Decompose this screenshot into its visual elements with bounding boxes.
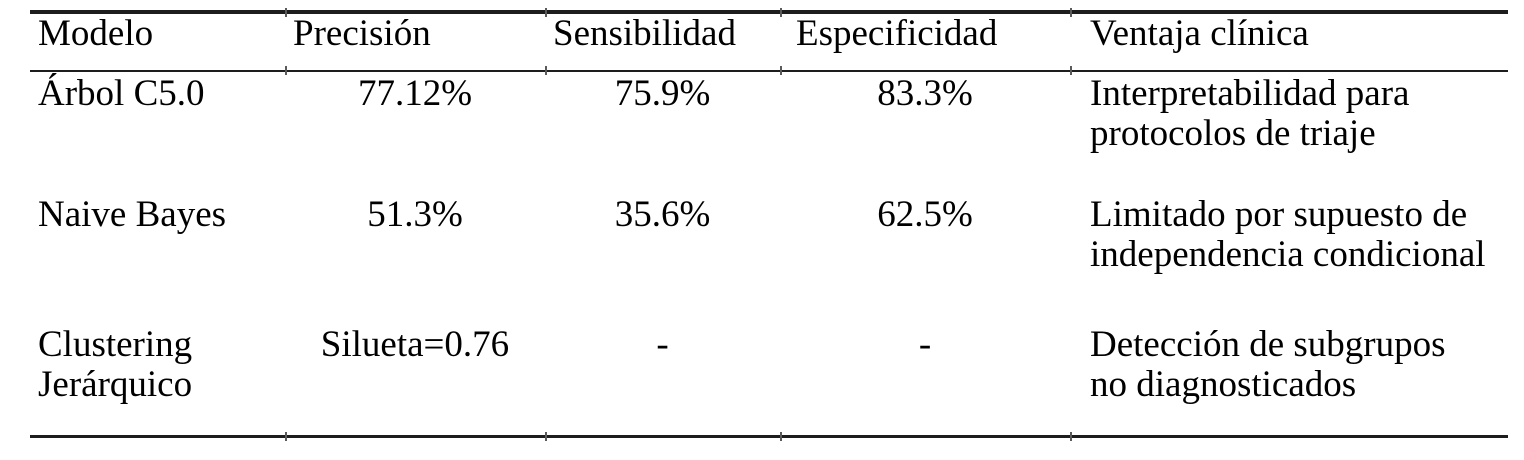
cell-modelo: Naive Bayes (30, 195, 285, 275)
header-label: Ventaja clínica (1090, 13, 1309, 54)
column-divider-tick (545, 432, 547, 441)
cell-text: no diagnosticados (1090, 364, 1357, 405)
header-label: Especificidad (796, 13, 998, 54)
cell-text: Naive Bayes (38, 194, 227, 235)
cell-text: 77.12% (357, 73, 473, 114)
header-label: Modelo (38, 13, 154, 54)
column-divider-tick (285, 8, 287, 17)
column-divider-tick (780, 432, 782, 441)
cell-especificidad: 62.5% (780, 195, 1070, 275)
header-cell-modelo: Modelo (30, 14, 285, 54)
column-divider-tick (545, 8, 547, 17)
header-cell-precision: Precisión (285, 14, 545, 54)
cell-text: independencia condicional (1090, 234, 1486, 275)
column-divider-tick (780, 66, 782, 75)
results-comparison-table: Modelo Precisión Sensibilidad Especifici… (30, 8, 1508, 441)
cell-precision: 77.12% (285, 74, 545, 154)
column-divider-tick (780, 8, 782, 17)
table-row-naive-bayes: Naive Bayes 51.3% 35.6% 62.5% Limitado p… (30, 195, 1508, 325)
cell-text: 51.3% (367, 194, 463, 235)
cell-precision: Silueta=0.76 (285, 325, 545, 405)
cell-text: 75.9% (614, 73, 711, 114)
cell-sensibilidad: 75.9% (545, 74, 780, 154)
cell-sensibilidad: 35.6% (545, 195, 780, 275)
cell-especificidad: - (780, 325, 1070, 405)
cell-especificidad: 83.3% (780, 74, 1070, 154)
cell-text: protocolos de triaje (1090, 113, 1376, 154)
cell-text: Árbol C5.0 (38, 73, 205, 114)
cell-modelo: Árbol C5.0 (30, 74, 285, 154)
cell-precision: 51.3% (285, 195, 545, 275)
table-header-row: Modelo Precisión Sensibilidad Especifici… (30, 14, 1508, 72)
header-label: Sensibilidad (553, 13, 736, 54)
cell-text: 62.5% (877, 194, 973, 235)
cell-text: Clustering (38, 324, 193, 365)
header-cell-ventaja-clinica: Ventaja clínica (1070, 14, 1508, 54)
cell-text: Detección de subgrupos (1090, 324, 1446, 365)
cell-text: - (918, 324, 932, 365)
cell-text: Jerárquico (38, 364, 193, 405)
column-divider-tick (545, 66, 547, 75)
cell-ventaja-clinica: Limitado por supuesto de independencia c… (1070, 195, 1508, 275)
header-cell-especificidad: Especificidad (780, 14, 1070, 54)
cell-text: 83.3% (877, 73, 973, 114)
table-row-clustering-jerarquico: Clustering Jerárquico Silueta=0.76 - - D… (30, 325, 1508, 435)
cell-text: - (656, 324, 669, 365)
cell-text: Interpretabilidad para (1090, 73, 1410, 114)
cell-text: Limitado por supuesto de (1090, 194, 1468, 235)
column-divider-tick (285, 66, 287, 75)
cell-text: Silueta=0.76 (320, 324, 510, 365)
header-label: Precisión (293, 13, 431, 54)
cell-ventaja-clinica: Detección de subgrupos no diagnosticados (1070, 325, 1508, 405)
column-divider-tick (1070, 432, 1072, 441)
header-cell-sensibilidad: Sensibilidad (545, 14, 780, 54)
column-divider-tick (1070, 66, 1072, 75)
column-divider-tick (285, 432, 287, 441)
cell-modelo: Clustering Jerárquico (30, 325, 285, 405)
cell-sensibilidad: - (545, 325, 780, 405)
cell-ventaja-clinica: Interpretabilidad para protocolos de tri… (1070, 74, 1508, 154)
cell-text: 35.6% (614, 194, 711, 235)
table-row-arbol-c50: Árbol C5.0 77.12% 75.9% 83.3% Interpreta… (30, 72, 1508, 195)
column-divider-tick (1070, 8, 1072, 17)
